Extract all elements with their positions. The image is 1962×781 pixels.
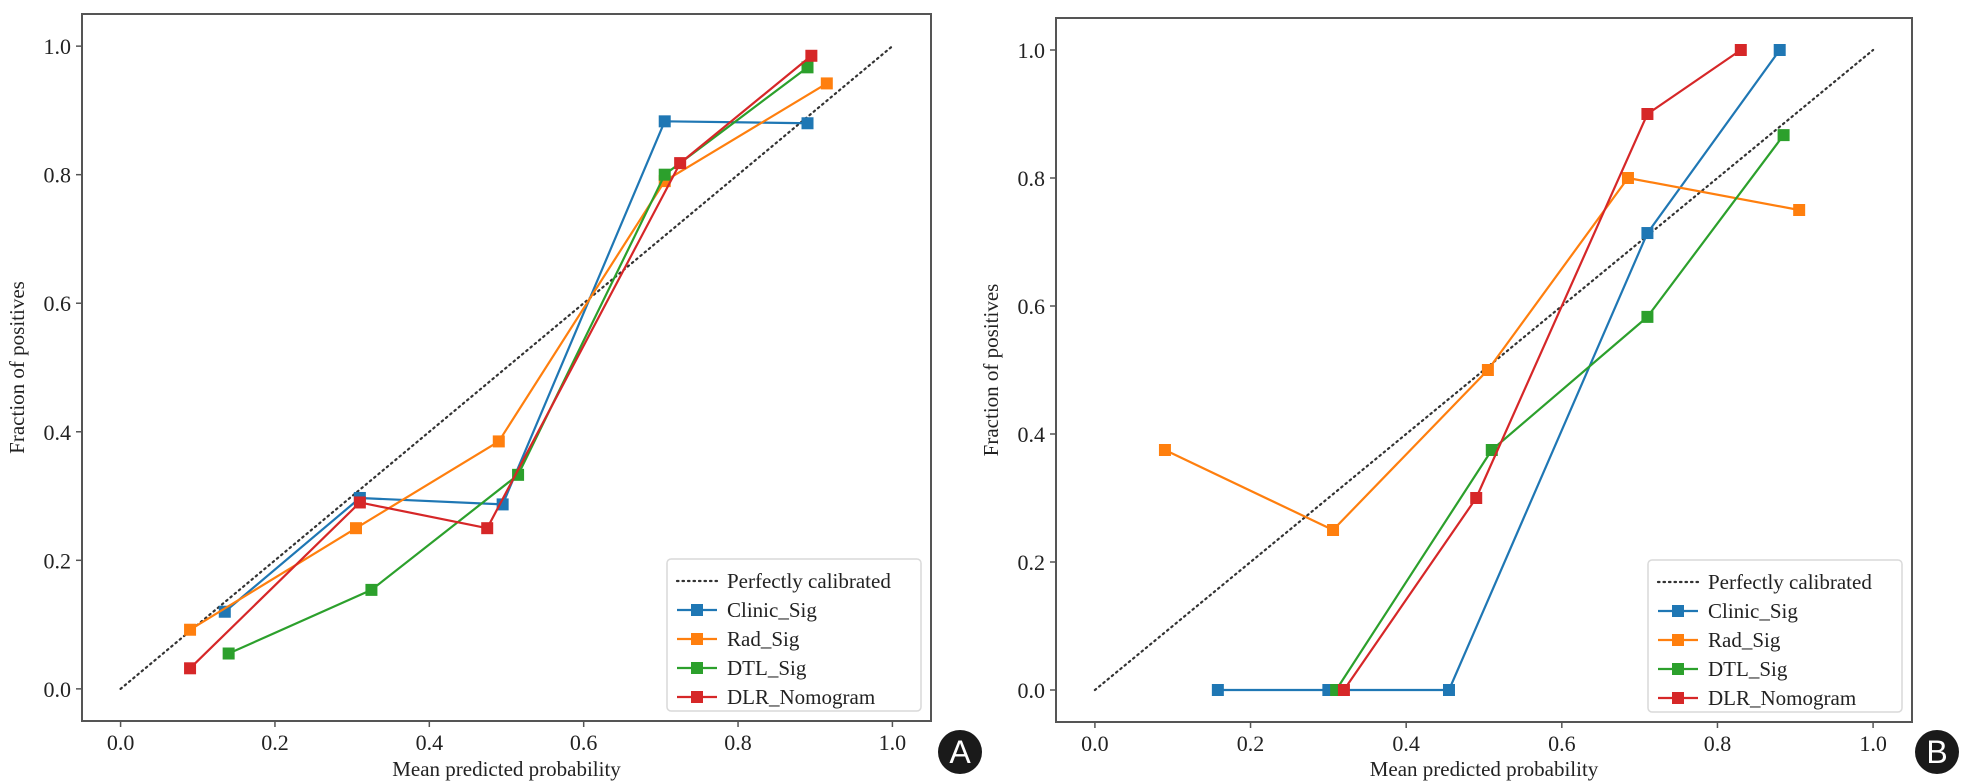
data-point <box>1793 204 1806 216</box>
legend-marker-swatch <box>691 662 703 674</box>
data-point <box>1337 684 1350 696</box>
x-tick-label: 0.8 <box>724 730 752 755</box>
legend-box <box>1647 559 1903 713</box>
x-tick-label: 1.0 <box>1859 731 1887 756</box>
panel-badge <box>938 730 982 774</box>
perfectly-calibrated-line <box>119 45 894 690</box>
x-tick-label: 0.4 <box>1392 731 1420 756</box>
data-point <box>1470 492 1483 504</box>
panel-badge-label: B <box>1926 734 1947 770</box>
calibration-chart-b: 0.0 0.2 0.4 0.6 0.8 1.0 0.0 0.2 0.4 0.6 0.8 1.0 Mean… <box>979 17 1959 781</box>
data-point <box>805 49 818 62</box>
panel-badge-label: A <box>949 734 971 770</box>
legend-label: Perfectly calibrated <box>1708 570 1872 594</box>
series-rad-sig <box>1158 172 1806 536</box>
x-tick-label: 0.8 <box>1704 731 1732 756</box>
data-point <box>1641 227 1654 240</box>
y-tick-label: 1.0 <box>1018 38 1046 63</box>
data-point <box>1734 44 1747 56</box>
data-point <box>658 168 671 181</box>
series-line <box>1335 134 1785 691</box>
x-tick-label: 0.2 <box>261 730 289 755</box>
data-point <box>349 522 362 535</box>
data-point <box>820 77 833 90</box>
data-point <box>1485 444 1498 456</box>
series-dtl-sig <box>222 61 814 660</box>
y-tick-label: 0.8 <box>1018 166 1046 191</box>
data-point <box>1327 524 1340 536</box>
data-point <box>1641 108 1654 120</box>
data-point <box>1211 684 1224 696</box>
y-axis-label: Fraction of positives <box>979 284 1003 457</box>
legend-label: DTL_Sig <box>1708 657 1788 681</box>
legend-label: DLR_Nomogram <box>727 685 875 709</box>
legend-marker-swatch <box>1672 663 1684 675</box>
data-point <box>481 522 494 535</box>
x-tick-label: 0.4 <box>416 730 444 755</box>
legend-label: DTL_Sig <box>727 656 807 680</box>
legend-label: DLR_Nomogram <box>1708 686 1856 710</box>
x-tick-label: 1.0 <box>879 730 907 755</box>
y-tick-label: 0.6 <box>44 291 72 316</box>
legend-box <box>666 558 922 712</box>
x-tick-label: 0.6 <box>1548 731 1576 756</box>
legend-label: Rad_Sig <box>727 627 800 651</box>
legend: Perfectly calibrated Clinic_Sig Rad_Sig DTL… <box>1647 559 1903 713</box>
x-tick-label: 0.2 <box>1237 731 1265 756</box>
series-line <box>1343 49 1742 691</box>
y-axis-label: Fraction of positives <box>5 281 29 454</box>
y-tick-label: 0.0 <box>1018 678 1046 703</box>
legend-marker-swatch <box>691 633 703 645</box>
data-point <box>801 117 814 130</box>
data-point <box>674 157 687 170</box>
legend-label: Perfectly calibrated <box>727 569 891 593</box>
data-point <box>1158 444 1171 456</box>
legend-label: Clinic_Sig <box>727 598 817 622</box>
data-point <box>496 498 509 511</box>
y-tick-label: 0.2 <box>44 548 72 573</box>
data-point <box>492 435 505 448</box>
y-tick-label: 0.4 <box>1018 422 1046 447</box>
x-tick-label: 0.6 <box>570 730 598 755</box>
data-point <box>658 115 671 128</box>
y-tick-label: 0.6 <box>1018 294 1046 319</box>
legend: Perfectly calibrated Clinic_Sig Rad_Sig DTL… <box>666 558 922 712</box>
data-point <box>353 496 366 509</box>
series-dtl-sig <box>1330 129 1790 696</box>
legend-marker-swatch <box>1672 692 1684 704</box>
data-point <box>801 61 814 74</box>
legend-label: Rad_Sig <box>1708 628 1781 652</box>
x-tick-label: 0.0 <box>1081 731 1109 756</box>
series-dlr-nomogram <box>1337 44 1747 696</box>
series-dlr-nomogram <box>184 49 818 675</box>
data-point <box>1641 310 1654 323</box>
data-point <box>1621 172 1634 184</box>
data-point <box>365 583 378 596</box>
legend-marker-swatch <box>691 691 703 703</box>
y-tick-label: 0.2 <box>1018 550 1046 575</box>
data-point <box>1773 44 1786 56</box>
data-point <box>218 605 231 618</box>
data-point <box>1442 684 1455 696</box>
y-tick-label: 0.0 <box>44 677 72 702</box>
y-tick-label: 1.0 <box>44 34 72 59</box>
legend-marker-swatch <box>691 604 703 616</box>
x-axis-label: Mean predicted probability <box>1370 757 1599 781</box>
data-point <box>222 647 235 660</box>
calibration-chart-a: 0.0 0.2 0.4 0.6 0.8 1.0 0.0 0.2 0.4 0.6 0.8 1.0 Mean… <box>5 13 982 781</box>
y-tick-label: 0.8 <box>44 163 72 188</box>
data-point <box>1777 129 1790 142</box>
data-point <box>1481 364 1494 376</box>
legend-marker-swatch <box>1672 634 1684 646</box>
x-axis-label: Mean predicted probability <box>392 757 621 781</box>
x-tick-label: 0.0 <box>107 730 135 755</box>
data-point <box>512 468 525 481</box>
y-tick-label: 0.4 <box>44 420 72 445</box>
legend-label: Clinic_Sig <box>1708 599 1798 623</box>
data-point <box>184 623 197 636</box>
panel-badge <box>1915 730 1959 774</box>
legend-marker-swatch <box>1672 605 1684 617</box>
data-point <box>184 662 197 675</box>
